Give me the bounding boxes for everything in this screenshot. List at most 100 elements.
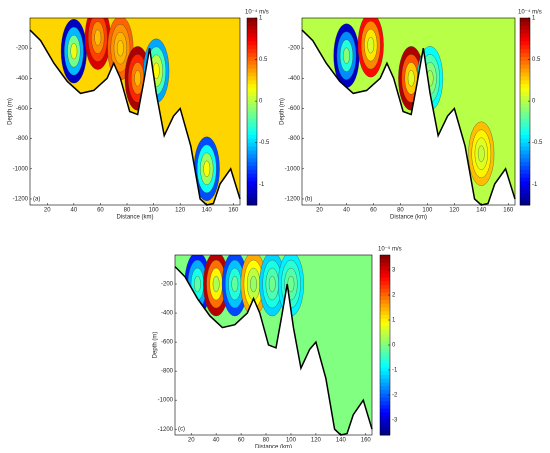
colorbar-frame <box>246 17 258 206</box>
colorbar-swatch <box>380 258 390 263</box>
colorbar-swatch <box>520 53 530 58</box>
x-tick-label: 80 <box>124 208 131 214</box>
colorbar-swatch <box>247 25 257 31</box>
x-tick-label: 20 <box>44 208 51 214</box>
colorbar-swatch <box>380 303 390 308</box>
colorbar-swatch <box>247 166 257 171</box>
colorbar-tick-label: 0.5 <box>259 57 268 63</box>
colorbar-swatch <box>520 158 530 163</box>
x-tick-label: 160 <box>503 208 514 214</box>
colorbar-swatch <box>247 189 257 194</box>
core-contour <box>343 47 350 64</box>
colorbar-swatch <box>380 382 390 387</box>
x-tick-label: 120 <box>449 208 460 214</box>
colorbar-swatch <box>247 49 257 54</box>
colorbar-swatch <box>380 273 390 278</box>
colorbar-tick-label: 0 <box>259 99 263 105</box>
colorbar-swatch <box>380 348 390 353</box>
colorbar-swatch <box>247 45 257 50</box>
colorbar-swatch <box>380 333 390 338</box>
colorbar-swatch <box>520 119 530 124</box>
x-tick-label: 80 <box>397 208 404 214</box>
colorbar-swatch <box>247 21 257 27</box>
x-tick-label: 140 <box>476 208 487 214</box>
y-tick-label: -200 <box>16 46 29 52</box>
colorbar-swatch <box>380 285 390 290</box>
colorbar-swatch <box>520 134 530 140</box>
colorbar-swatch <box>247 60 257 66</box>
y-tick-label: -1200 <box>158 427 174 433</box>
colorbar-swatch <box>520 166 530 171</box>
colorbar-swatch <box>520 21 530 27</box>
colorbar-swatch <box>520 115 530 120</box>
x-tick-label: 140 <box>336 438 347 444</box>
y-tick-label: -800 <box>16 136 29 142</box>
colorbar-swatch <box>520 72 530 77</box>
colorbar-tick-label: -0.5 <box>259 140 270 146</box>
colorbar-swatch <box>520 29 530 35</box>
colorbar-swatch <box>380 352 390 357</box>
colorbar-swatch <box>380 326 390 331</box>
x-tick-label: 160 <box>228 208 239 214</box>
colorbar-swatch <box>520 130 530 136</box>
colorbar-tick-label: 0 <box>392 343 396 349</box>
y-tick-label: -1200 <box>285 197 301 203</box>
colorbar-swatch <box>247 185 257 190</box>
colorbar-swatch <box>380 397 390 402</box>
panel: 20 40 60 80 100 120 140 160-200-400-600-800-100… <box>280 9 543 221</box>
core-contour <box>231 275 239 293</box>
y-tick-label: -400 <box>161 311 174 317</box>
x-tick-label: 40 <box>71 208 78 214</box>
colorbar-unit: 10⁻⁵ m/s <box>378 246 402 253</box>
panel-label: (b) <box>305 197 312 203</box>
colorbar-swatch <box>380 363 390 368</box>
colorbar-swatch <box>520 107 530 112</box>
colorbar-swatch <box>247 72 257 77</box>
x-axis-label: Distance (km) <box>116 215 153 221</box>
colorbar-swatch <box>380 423 390 428</box>
panel: 20 40 60 80 100 120 140 160-200-400-600-800-100… <box>8 9 270 221</box>
colorbar-swatch <box>520 197 530 202</box>
colorbar-swatch <box>380 401 390 406</box>
colorbar-swatch <box>247 76 257 81</box>
core-contour <box>134 70 142 87</box>
colorbar-swatch <box>520 76 530 81</box>
axes-frame <box>174 254 373 436</box>
y-tick-label: -800 <box>288 136 301 142</box>
colorbar-swatch <box>520 84 530 89</box>
y-tick-label: -400 <box>288 76 301 82</box>
x-tick-label: 60 <box>370 208 377 214</box>
colorbar-swatch <box>380 262 390 267</box>
colorbar-swatch <box>520 181 530 187</box>
x-tick-label: 100 <box>286 438 297 444</box>
core-contour <box>117 40 124 57</box>
x-tick-label: 120 <box>175 208 186 214</box>
colorbar-swatch <box>380 307 390 312</box>
colorbar-swatch <box>247 181 257 187</box>
colorbar-swatch <box>380 405 390 410</box>
panel: 20 40 60 80 100 120 140 160-200-400-600-800-100… <box>153 246 402 451</box>
colorbar-swatch <box>520 60 530 66</box>
colorbar-swatch <box>247 68 257 74</box>
colorbar-swatch <box>520 18 530 23</box>
colorbar-swatch <box>380 371 390 376</box>
colorbar-swatch <box>247 162 257 167</box>
colorbar-swatch <box>520 64 530 70</box>
colorbar-frame <box>519 17 531 206</box>
colorbar-swatch <box>520 103 530 109</box>
colorbar-swatch <box>520 185 530 190</box>
colorbar-swatch <box>520 80 530 85</box>
colorbar-swatch <box>380 393 390 398</box>
colorbar-swatch <box>247 154 257 159</box>
colorbar-swatch <box>247 142 257 148</box>
colorbar-swatch <box>247 130 257 136</box>
y-tick-label: -1200 <box>13 197 29 203</box>
core-contour <box>70 43 78 60</box>
y-tick-label: -600 <box>16 106 29 112</box>
colorbar-swatch <box>380 390 390 395</box>
x-tick-label: 60 <box>238 438 245 444</box>
colorbar-swatch <box>380 277 390 282</box>
core-contour <box>250 275 257 293</box>
colorbar-tick-label: 0 <box>532 99 536 105</box>
